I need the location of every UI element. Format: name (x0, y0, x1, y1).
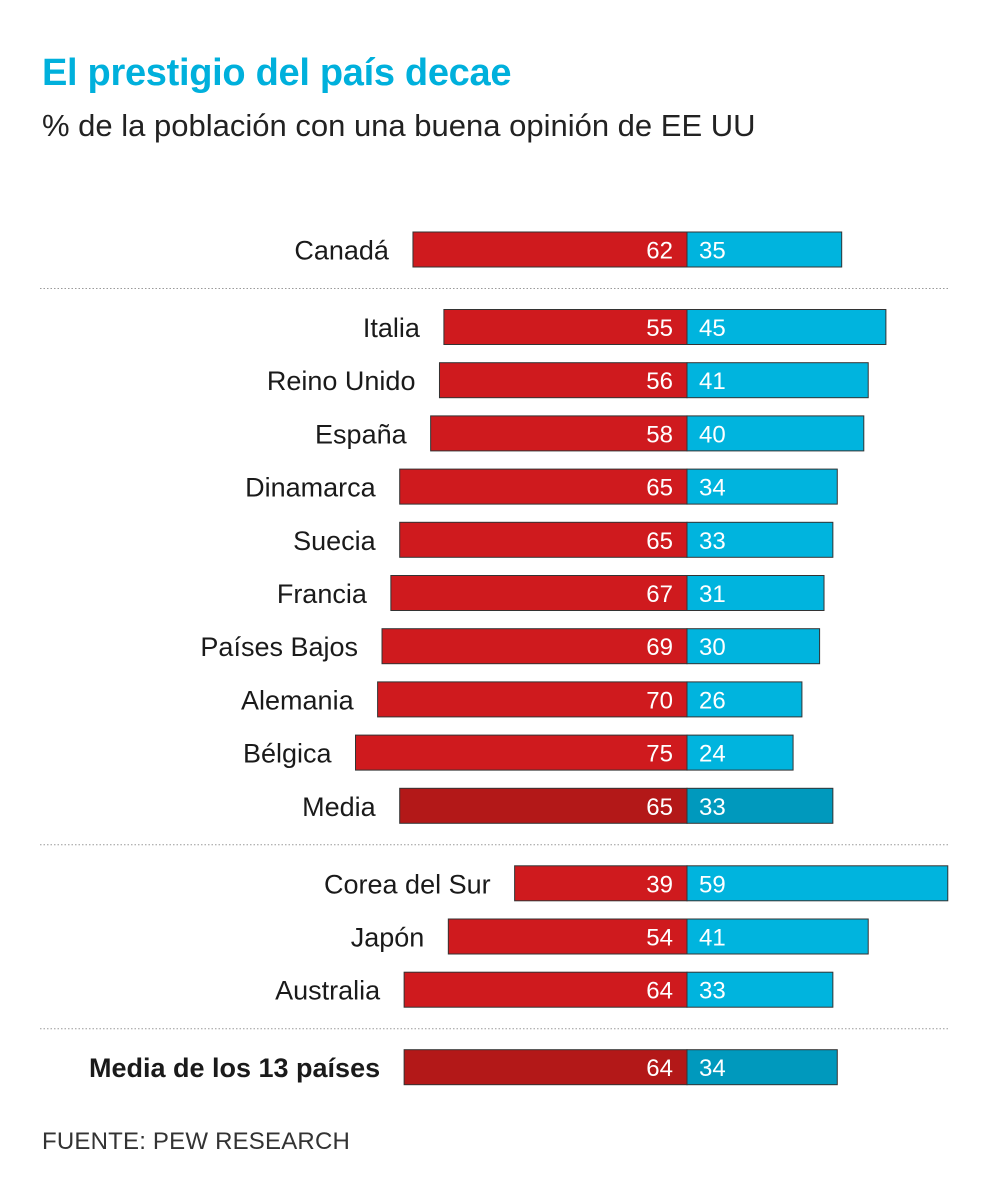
category-label: Suecia (293, 526, 377, 556)
data-label-right: 33 (699, 528, 726, 555)
category-label: Japón (351, 923, 425, 953)
data-label-left: 70 (646, 687, 673, 714)
data-label-right: 59 (699, 871, 726, 898)
bar-left (430, 415, 688, 452)
bar-left (390, 575, 688, 611)
category-label: Bélgica (243, 739, 333, 769)
bar-right (686, 231, 843, 268)
data-label-right: 33 (699, 794, 726, 821)
data-label-left: 62 (646, 238, 673, 265)
data-label-left: 56 (646, 368, 673, 395)
data-label-left: 67 (646, 581, 673, 608)
bar-left (399, 468, 688, 505)
data-label-left: 58 (646, 421, 673, 448)
bar-right (686, 575, 825, 611)
data-label-right: 30 (699, 634, 726, 661)
category-label: España (315, 419, 408, 449)
bar-right (686, 1049, 838, 1086)
data-label-right: 31 (699, 581, 726, 608)
data-label-left: 65 (646, 475, 673, 502)
category-label: Alemania (241, 685, 355, 715)
bar-left (399, 521, 688, 558)
data-label-right: 26 (699, 687, 726, 714)
bar-right (686, 918, 869, 955)
chart-title: El prestigio del país decae (42, 52, 512, 94)
data-label-right: 35 (699, 238, 726, 265)
data-label-left: 65 (646, 528, 673, 555)
category-label: Corea del Sur (324, 869, 491, 899)
category-label: Media de los 13 países (89, 1053, 380, 1083)
bar-left (381, 628, 688, 665)
bar-right (686, 521, 834, 558)
bar-left (355, 734, 688, 771)
data-label-left: 69 (646, 634, 673, 661)
bar-left (514, 865, 688, 902)
category-label: Reino Unido (267, 366, 416, 396)
bar-left (412, 231, 688, 268)
bar-left (403, 971, 688, 1008)
category-label: Media (302, 792, 377, 822)
bar-right (686, 971, 834, 1008)
bar-right (686, 865, 949, 902)
data-label-right: 33 (699, 978, 726, 1005)
bar-right (686, 468, 838, 505)
data-label-right: 34 (699, 475, 726, 502)
data-label-left: 64 (646, 978, 673, 1005)
category-label: Italia (363, 313, 421, 343)
bar-right (686, 628, 821, 665)
data-label-left: 65 (646, 794, 673, 821)
category-label: Francia (277, 579, 368, 609)
data-label-left: 54 (646, 925, 673, 952)
bar-right (686, 415, 865, 452)
source-note: FUENTE: PEW RESEARCH (42, 1128, 351, 1155)
data-label-right: 41 (699, 368, 726, 395)
data-label-right: 41 (699, 925, 726, 952)
category-label: Dinamarca (245, 473, 377, 503)
bar-left (443, 309, 688, 345)
bar-left (438, 362, 688, 399)
data-label-right: 45 (699, 315, 726, 342)
data-label-left: 75 (646, 741, 673, 768)
bar-left (377, 681, 688, 718)
data-label-right: 40 (699, 421, 726, 448)
bar-right (686, 362, 869, 399)
category-label: Australia (275, 976, 381, 1006)
data-label-right: 34 (699, 1055, 726, 1082)
chart-subtitle: % de la población con una buena opinión … (42, 108, 756, 143)
data-label-left: 64 (646, 1055, 673, 1082)
category-label: Países Bajos (200, 632, 358, 662)
data-label-left: 55 (646, 315, 673, 342)
bar-right (686, 787, 834, 824)
data-label-right: 24 (699, 741, 726, 768)
bar-right (686, 681, 803, 718)
bar-left (399, 787, 688, 824)
bar-right (686, 309, 887, 345)
category-label: Canadá (294, 236, 390, 266)
bar-right (686, 734, 794, 771)
data-label-left: 39 (646, 871, 673, 898)
bar-left (403, 1049, 688, 1086)
bar-left (447, 918, 688, 955)
